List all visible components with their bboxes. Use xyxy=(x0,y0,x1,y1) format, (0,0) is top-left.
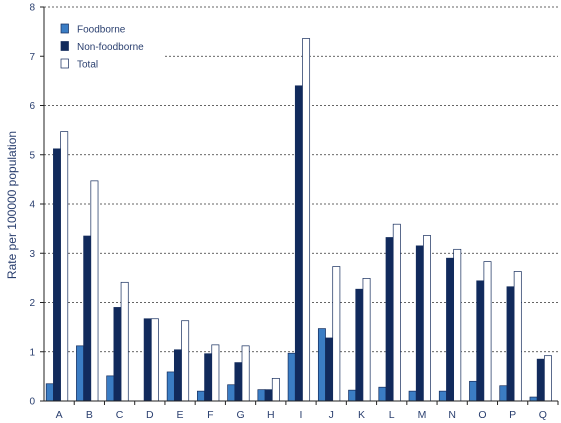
bar xyxy=(513,271,522,402)
bar xyxy=(150,318,159,402)
bar xyxy=(143,318,152,402)
x-tick-label: Q xyxy=(539,409,547,421)
bar xyxy=(423,235,431,402)
bar xyxy=(234,362,243,402)
x-tick-label: C xyxy=(116,409,124,421)
bar xyxy=(53,148,61,402)
x-tick-label: L xyxy=(389,409,395,421)
bar xyxy=(120,281,129,402)
x-tick-label: J xyxy=(329,409,334,421)
bar xyxy=(453,248,462,402)
y-tick-label: 4 xyxy=(29,200,35,211)
bar xyxy=(362,278,371,402)
bar xyxy=(529,396,538,402)
x-tick-label: I xyxy=(300,409,303,421)
bar xyxy=(227,384,236,402)
bar xyxy=(544,355,552,402)
bar xyxy=(348,389,357,402)
bar xyxy=(438,390,447,402)
y-axis-title: Rate per 100000 population xyxy=(5,131,19,279)
bar xyxy=(355,288,364,402)
legend-swatch xyxy=(60,58,69,69)
bar xyxy=(536,358,545,402)
axes xyxy=(40,6,559,405)
x-tick-labels: A B C D E F G H I J K L M N O P Q xyxy=(56,409,547,421)
bars xyxy=(45,38,552,402)
bar xyxy=(415,245,424,402)
bar xyxy=(446,257,455,402)
bar xyxy=(294,85,303,402)
bar xyxy=(325,337,334,402)
x-tick-label: F xyxy=(207,409,213,421)
bar xyxy=(90,180,99,402)
bar xyxy=(499,385,508,402)
x-tick-label: N xyxy=(448,409,456,421)
x-tick-label: D xyxy=(146,409,154,421)
legend-label: Foodborne xyxy=(77,25,126,36)
bar xyxy=(302,38,311,402)
bar xyxy=(264,389,273,402)
bar xyxy=(197,390,205,402)
bar xyxy=(287,352,296,402)
bar xyxy=(166,371,175,402)
x-tick-label: H xyxy=(267,409,275,421)
y-tick-label: 3 xyxy=(29,249,35,260)
legend-swatch xyxy=(60,23,69,34)
legend-label: Non-foodborne xyxy=(77,42,144,53)
y-tick-label: 5 xyxy=(29,150,35,161)
bar xyxy=(204,353,213,402)
y-tick-label: 0 xyxy=(29,397,35,408)
x-tick-label: E xyxy=(177,409,184,421)
x-tick-label: M xyxy=(418,409,427,421)
bar xyxy=(332,266,341,402)
bar xyxy=(173,349,182,402)
x-tick-label: B xyxy=(86,409,93,421)
y-tick-label: 2 xyxy=(29,298,35,309)
bar xyxy=(45,383,54,402)
bar xyxy=(483,261,492,402)
legend: Foodborne Non-foodborne Total xyxy=(60,23,144,71)
bar xyxy=(378,386,387,402)
bar xyxy=(211,344,220,402)
bar xyxy=(476,280,485,402)
x-tick-label: K xyxy=(358,409,365,421)
bar xyxy=(257,389,266,402)
y-tick-label: 6 xyxy=(29,101,35,112)
x-tick-label: G xyxy=(236,409,244,421)
bar xyxy=(385,237,394,402)
bar xyxy=(113,307,122,402)
bar xyxy=(317,328,326,402)
bar xyxy=(83,235,92,402)
bar xyxy=(408,390,417,402)
bar xyxy=(469,380,478,402)
bar xyxy=(106,375,115,402)
legend-swatch xyxy=(60,41,69,51)
x-tick-label: A xyxy=(56,409,63,421)
bar xyxy=(76,345,84,402)
bar xyxy=(60,131,69,402)
bar xyxy=(506,286,515,402)
bar xyxy=(241,345,250,402)
bar xyxy=(392,223,401,402)
bar xyxy=(271,377,280,402)
bar xyxy=(181,320,190,402)
y-tick-labels: 0 1 2 3 4 5 6 7 8 xyxy=(29,3,35,408)
y-tick-label: 1 xyxy=(29,347,35,358)
y-tick-label: 7 xyxy=(29,52,35,63)
x-tick-label: O xyxy=(478,409,486,421)
y-tick-label: 8 xyxy=(29,3,35,14)
legend-label: Total xyxy=(77,60,98,71)
x-tick-label: P xyxy=(509,409,516,421)
